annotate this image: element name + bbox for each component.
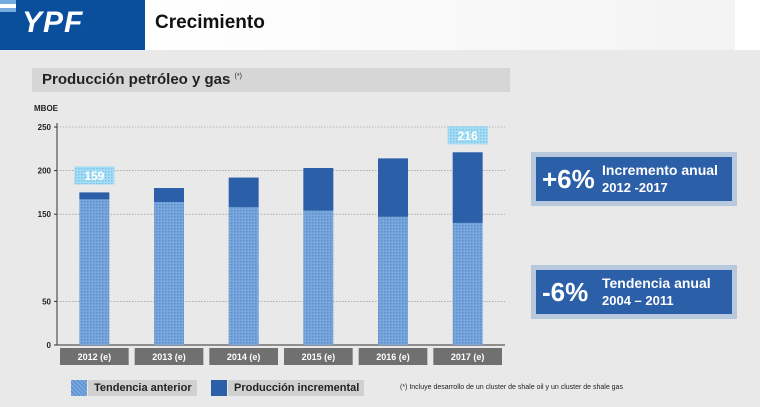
legend-label-incremental: Producción incremental (228, 380, 364, 396)
kpi-tendencia-period: 2004 – 2011 (602, 293, 674, 308)
category-label: 2015 (e) (302, 352, 336, 362)
value-callout-label: 216 (458, 129, 478, 143)
bar-incremental (303, 167, 334, 211)
chart-title-text: Producción petróleo y gas (42, 71, 231, 88)
y-tick-label: 50 (42, 297, 51, 306)
y-tick-label: 200 (38, 167, 52, 176)
page-title: Crecimiento (155, 12, 265, 33)
bar-incremental (79, 192, 110, 200)
y-tick-label: 250 (38, 123, 52, 132)
category-box (134, 348, 204, 365)
kpi-incremento: +6% Incremento anual 2012 -2017 (536, 157, 732, 201)
bar-incremental (228, 177, 259, 208)
footnote-mark: (*) (234, 73, 242, 80)
value-callout-label: 159 (84, 169, 104, 183)
bar-incremental (378, 158, 408, 217)
y-axis-unit: MBOE (34, 104, 58, 113)
legend-label-tendencia: Tendencia anterior (88, 380, 197, 396)
bar-tendencia (228, 207, 259, 345)
chart-title-box: Producción petróleo y gas (*) (32, 68, 510, 92)
legend-swatch-tendencia (71, 380, 87, 396)
category-box (433, 348, 502, 365)
bar-tendencia (79, 199, 110, 345)
bar-tendencia (452, 222, 483, 345)
category-box (60, 348, 129, 365)
value-callout-box (74, 166, 115, 185)
value-callout-box (447, 126, 488, 145)
y-tick-label: 0 (47, 341, 52, 350)
category-box (358, 348, 428, 365)
bar-tendencia (303, 210, 334, 345)
flag-icon (0, 0, 16, 12)
header-strip (145, 0, 735, 50)
category-label: 2012 (e) (78, 352, 112, 362)
bar-tendencia (378, 216, 408, 345)
category-label: 2013 (e) (152, 352, 186, 362)
category-box (209, 348, 278, 365)
category-label: 2014 (e) (227, 352, 261, 362)
chart-title: Producción petróleo y gas (*) (42, 71, 242, 88)
kpi-incremento-label: Incremento anual (602, 162, 718, 178)
logo-text: YPF (22, 6, 84, 39)
category-label: 2017 (e) (451, 352, 485, 362)
category-box (284, 348, 353, 365)
kpi-tendencia: -6% Tendencia anual 2004 – 2011 (536, 270, 732, 314)
y-tick-label: 150 (38, 210, 52, 219)
footnote: (*) Incluye desarrollo de un cluster de … (400, 384, 623, 391)
bar-incremental (452, 152, 483, 223)
bar-tendencia (154, 201, 184, 345)
header-bar: YPF Crecimiento (0, 0, 760, 50)
kpi-incremento-period: 2012 -2017 (602, 180, 668, 195)
bar-incremental (154, 188, 184, 202)
kpi-tendencia-pct: -6% (542, 277, 589, 307)
ypf-logo: YPF (0, 0, 145, 50)
kpi-incremento-pct: +6% (542, 164, 595, 194)
kpi-tendencia-label: Tendencia anual (602, 275, 711, 291)
legend-swatch-incremental (211, 380, 227, 396)
category-label: 2016 (e) (376, 352, 410, 362)
